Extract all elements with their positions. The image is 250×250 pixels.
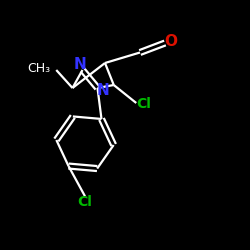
- Text: N: N: [74, 57, 86, 72]
- Text: Cl: Cl: [136, 97, 151, 111]
- Text: CH₃: CH₃: [27, 62, 50, 75]
- Text: O: O: [164, 34, 177, 48]
- Text: Cl: Cl: [78, 195, 92, 209]
- Text: N: N: [97, 83, 110, 98]
